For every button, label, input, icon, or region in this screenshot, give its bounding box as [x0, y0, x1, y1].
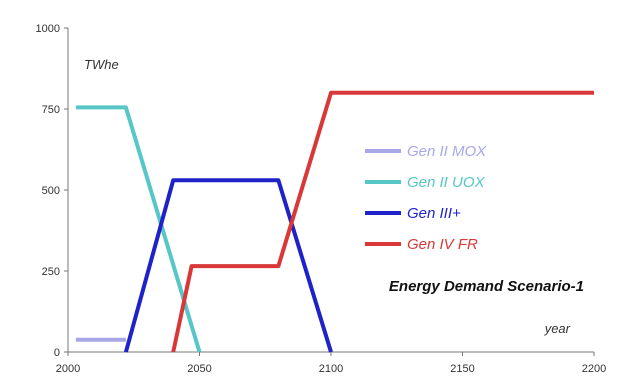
x-tick-label: 2200 — [582, 363, 606, 375]
y-tick-label: 0 — [54, 347, 60, 359]
chart-title: Energy Demand Scenario-1 — [389, 278, 584, 295]
legend-label: Gen II MOX — [407, 143, 487, 160]
legend-label: Gen III+ — [407, 205, 461, 222]
series-line-1 — [75, 105, 202, 353]
x-axis-label: year — [544, 321, 571, 336]
series-lines — [75, 90, 594, 353]
series-line-2 — [123, 178, 333, 353]
series-line-3 — [171, 90, 594, 353]
y-axis-label: TWhe — [84, 57, 119, 72]
y-tick-label: 500 — [42, 185, 60, 197]
legend: Gen II MOX Gen II UOX Gen III+ Gen IV FR — [365, 143, 487, 253]
x-tick-label: 2100 — [319, 363, 343, 375]
x-tick-label: 2000 — [56, 363, 80, 375]
plot-area — [68, 28, 594, 352]
y-tick-label: 750 — [42, 104, 60, 116]
y-axis: 0 250 500 750 1000 — [36, 23, 68, 359]
y-tick-label: 1000 — [36, 23, 60, 35]
legend-label: Gen IV FR — [407, 236, 478, 253]
x-tick-label: 2050 — [187, 363, 211, 375]
x-tick-label: 2150 — [450, 363, 474, 375]
x-axis: 2000 2050 2100 2150 2200 — [56, 352, 606, 375]
y-tick-label: 250 — [42, 266, 60, 278]
legend-label: Gen II UOX — [407, 174, 486, 191]
